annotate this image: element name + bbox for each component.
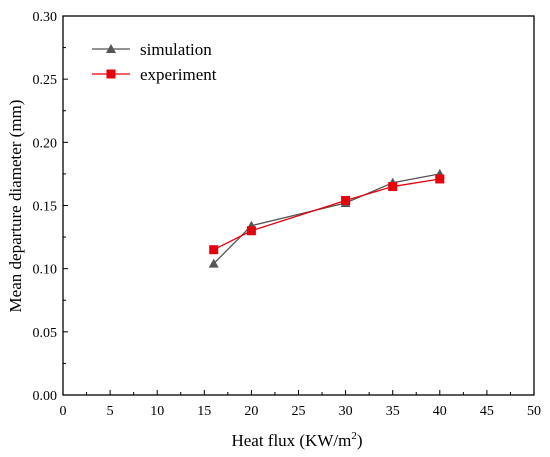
legend-label-experiment: experiment <box>140 65 217 84</box>
data-point-experiment <box>388 182 398 192</box>
axes: 0 5 10 15 20 25 30 35 40 45 50 0.00 0.05 0.10 0.15 0.20… <box>33 10 542 419</box>
x-tick-label: 25 <box>292 404 306 419</box>
legend: simulation experiment <box>92 40 217 84</box>
x-axis-title: Heat flux (KW/m2) <box>231 430 362 450</box>
x-tick-label: 10 <box>150 404 164 419</box>
x-tick-label: 50 <box>527 404 541 419</box>
y-tick-label: 0.15 <box>33 200 58 215</box>
data-point-experiment <box>209 245 219 255</box>
series-line-experiment <box>213 178 440 251</box>
data-point-simulation <box>208 258 219 268</box>
x-tick-label: 35 <box>386 404 400 419</box>
x-tick-label: 20 <box>244 404 258 419</box>
x-tick-label: 40 <box>433 404 447 419</box>
x-tick-label: 15 <box>197 404 211 419</box>
x-tick-label: 45 <box>480 404 494 419</box>
legend-label-simulation: simulation <box>140 40 212 59</box>
data-point-experiment <box>435 174 445 184</box>
y-tick-label: 0.20 <box>33 136 58 151</box>
x-axis-title-suffix: ) <box>357 431 363 450</box>
x-tick-label: 0 <box>60 404 67 419</box>
legend-marker-experiment <box>106 69 116 79</box>
legend-marker-simulation <box>106 44 116 53</box>
y-tick-label: 0.00 <box>33 389 58 404</box>
y-axis-title: Mean departure diameter (mm) <box>6 100 25 313</box>
y-tick-label: 0.25 <box>33 73 58 88</box>
x-axis-title-main: Heat flux (KW/m <box>231 431 351 450</box>
x-axis-title-superscript: 2 <box>351 430 357 442</box>
data-point-experiment <box>341 195 351 205</box>
y-tick-label: 0.30 <box>33 10 58 25</box>
y-tick-label: 0.05 <box>33 326 58 341</box>
series-layer <box>208 168 445 268</box>
data-point-experiment <box>246 226 256 236</box>
y-tick-label: 0.10 <box>33 263 58 278</box>
x-tick-label: 30 <box>339 404 353 419</box>
series-line-simulation <box>213 173 440 265</box>
plot-frame <box>62 15 535 396</box>
x-tick-label: 5 <box>107 404 114 419</box>
